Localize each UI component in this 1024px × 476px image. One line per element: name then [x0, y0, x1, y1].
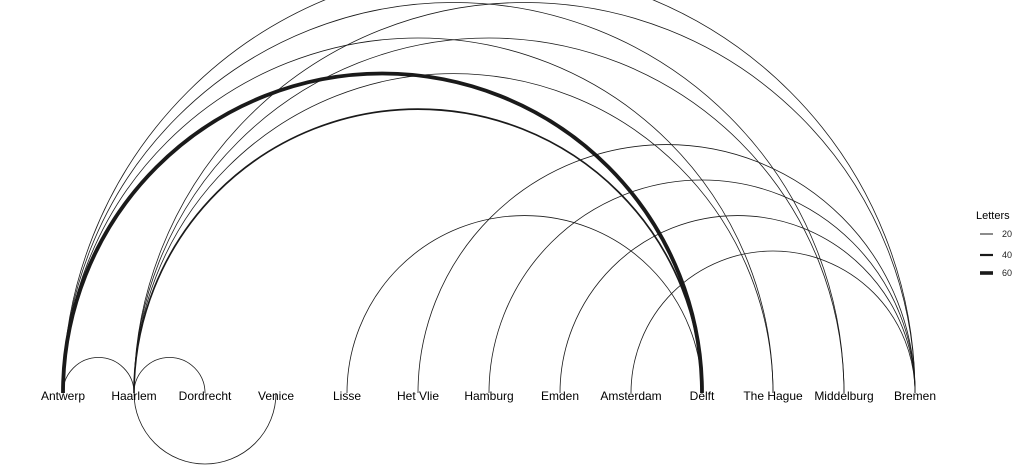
node-label-hamburg: Hamburg: [464, 389, 513, 403]
node-label-venice: Venice: [258, 389, 294, 403]
node-label-amsterdam: Amsterdam: [600, 389, 661, 403]
arc-emden-bremen: [559, 215, 916, 394]
node-label-lisse: Lisse: [333, 389, 361, 403]
legend-title: Letters: [976, 210, 1010, 222]
arc-lisse-delft: [346, 215, 703, 394]
node-label-the-hague: The Hague: [743, 389, 803, 403]
legend-label-20: 20: [1002, 229, 1012, 239]
legend-label-40: 40: [1002, 250, 1012, 260]
arc-antwerp-bremen: [62, 0, 916, 394]
legend-label-60: 60: [1002, 268, 1012, 278]
arc-hamburg-bremen: [488, 179, 916, 394]
arc-het-vlie-bremen: [417, 144, 916, 394]
node-labels-layer: Antwerp Haarlem Dordrecht Venice Lisse Het Vl…: [41, 389, 936, 403]
arc-antwerp-the-hague: [62, 37, 774, 394]
arc-haarlem-delft: [133, 108, 703, 394]
node-label-delft: Delft: [690, 389, 715, 403]
arcs-layer: [61, 0, 916, 465]
node-label-haarlem: Haarlem: [111, 389, 156, 403]
arc-haarlem-dordrecht: [133, 357, 206, 394]
arc-antwerp-delft: [61, 71, 704, 394]
arc-antwerp-haarlem: [62, 357, 135, 394]
arc-haarlem-the-hague: [133, 73, 774, 394]
arc-haarlem-bremen: [133, 2, 916, 394]
node-label-het-vlie: Het Vlie: [397, 389, 439, 403]
legend: Letters 20 40 60: [976, 210, 1012, 278]
node-label-antwerp: Antwerp: [41, 389, 85, 403]
arc-antwerp-middelburg: [62, 2, 845, 394]
node-label-dordrecht: Dordrecht: [179, 389, 232, 403]
node-label-bremen: Bremen: [894, 389, 936, 403]
arc-haarlem-middelburg: [133, 37, 845, 394]
node-label-emden: Emden: [541, 389, 579, 403]
arc-haarlem-venice: [133, 392, 277, 465]
arc-amsterdam-bremen: [630, 250, 916, 394]
node-label-middelburg: Middelburg: [814, 389, 873, 403]
